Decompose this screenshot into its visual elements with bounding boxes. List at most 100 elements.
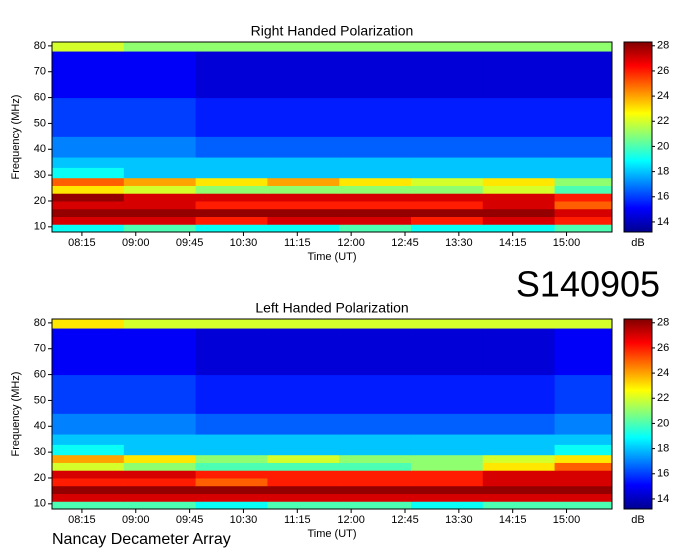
heatmap-cell [554,185,613,194]
heatmap-cell [410,501,484,510]
heatmap-cell [267,185,340,194]
heatmap-cell [482,328,556,376]
heatmap-cell [195,470,268,479]
heatmap-cell [123,444,197,456]
x-tick-label: 15:00 [553,514,581,526]
heatmap-cell [339,485,412,494]
heatmap-cell [339,328,412,376]
heatmap-cell [267,97,340,137]
heatmap-cell [195,413,268,435]
heatmap-cell [339,374,412,414]
heatmap-cell [195,193,268,202]
chart-title: Left Handed Polarization [255,300,408,316]
heatmap-cell [482,42,556,52]
y-axis-label: Frequency (MHz) [10,372,22,457]
colorbar [623,318,653,510]
heatmap-cell [123,470,197,479]
heatmap-cell [339,200,412,210]
colorbar-tick-label: 24 [657,90,669,102]
heatmap-cell [52,485,125,494]
heatmap-cell [52,193,125,202]
heatmap-cell [267,462,340,471]
heatmap-cell [52,444,125,456]
x-tick-label: 09:00 [122,237,150,249]
colorbar-tick-label: 26 [657,65,669,77]
heatmap-cell [195,136,268,158]
heatmap-cell [52,42,125,52]
heatmap-cell [339,136,412,158]
y-tick-label: 60 [34,91,46,103]
x-tick-label: 08:15 [68,514,96,526]
heatmap-cell [195,177,268,186]
heatmap-cell [482,224,556,233]
x-tick-label: 11:15 [284,514,311,526]
colorbar-tick-label: 22 [657,115,669,127]
x-tick-label: 10:30 [230,514,258,526]
heatmap-cell [482,167,556,179]
y-tick-label: 10 [34,498,46,510]
heatmap-cell [482,462,556,471]
heatmap-cell [339,477,412,487]
plot-frame [51,41,613,233]
heatmap-cell [52,157,125,168]
colorbar-tick-label: 18 [657,166,669,178]
heatmap-cell [123,413,197,435]
heatmap-cell [339,470,412,479]
heatmap-cell [482,136,556,158]
heatmap-cell [410,185,484,194]
heatmap-cell [482,208,556,217]
colorbar-tick-label: 16 [657,191,669,203]
x-tick-label: 13:30 [445,514,473,526]
heatmap-cell [195,200,268,210]
chart-title: Right Handed Polarization [251,23,414,39]
x-tick-label: 12:45 [391,514,419,526]
heatmap-cell [52,208,125,217]
heatmap-cell [52,493,125,502]
heatmap-cell [339,97,412,137]
y-tick-label: 60 [34,368,46,380]
session-label: S140905 [516,264,660,305]
x-tick-label: 12:00 [337,514,365,526]
heatmap-cell [267,328,340,376]
y-tick-label: 40 [34,143,46,155]
heatmap-cell [123,501,197,510]
heatmap-cell [123,216,197,225]
y-tick-label: 20 [34,472,46,484]
heatmap-cell [52,319,125,329]
colorbar-tick-label: 26 [657,342,669,354]
heatmap-cell [554,200,613,210]
heatmap [52,42,613,233]
heatmap-cell [52,51,125,99]
y-tick-label: 70 [34,66,46,78]
heatmap-cell [339,208,412,217]
heatmap-cell [267,434,340,445]
heatmap-cell [267,413,340,435]
heatmap-cell [339,167,412,179]
heatmap-cell [410,200,484,210]
heatmap-cell [482,501,556,510]
heatmap-cell [410,224,484,233]
heatmap-cell [123,477,197,487]
heatmap-cell [482,177,556,186]
heatmap-cell [482,157,556,168]
heatmap-cell [554,97,613,137]
x-tick-label: 10:30 [230,237,258,249]
x-tick-label: 15:00 [553,237,581,249]
heatmap-cell [123,157,197,168]
heatmap-cell [267,200,340,210]
heatmap-cell [410,167,484,179]
heatmap-cell [195,462,268,471]
heatmap-cell [195,374,268,414]
heatmap-cell [410,42,484,52]
heatmap-cell [195,42,268,52]
heatmap-cell [482,97,556,137]
heatmap-cell [195,493,268,502]
x-tick-label: 09:00 [122,514,150,526]
heatmap-cell [52,413,125,435]
heatmap-cell [267,454,340,463]
heatmap-cell [267,501,340,510]
heatmap-cell [482,193,556,202]
heatmap-cell [267,177,340,186]
heatmap-cell [123,185,197,194]
